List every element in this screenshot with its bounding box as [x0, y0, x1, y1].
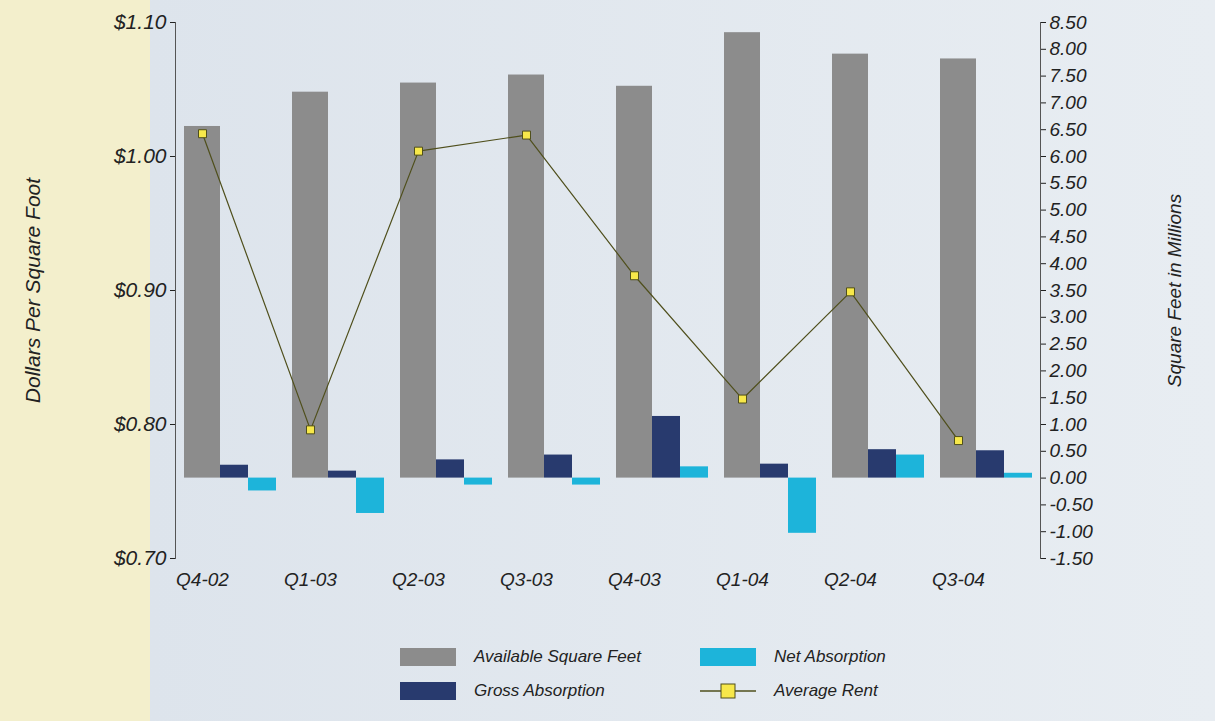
- svg-text:1.50: 1.50: [1050, 387, 1087, 408]
- svg-text:3.50: 3.50: [1050, 280, 1087, 301]
- svg-text:Dollars Per Square Foot: Dollars Per Square Foot: [21, 177, 44, 403]
- svg-text:7.00: 7.00: [1050, 92, 1087, 113]
- svg-text:Q3-03: Q3-03: [500, 569, 553, 590]
- svg-text:1.00: 1.00: [1050, 414, 1087, 435]
- html-text:Available Square Feet: Available Square Feet: [474, 647, 641, 666]
- svg-text:$0.80: $0.80: [113, 412, 167, 435]
- svg-text:5.50: 5.50: [1050, 172, 1087, 193]
- svg-text:2.00: 2.00: [1049, 360, 1087, 381]
- html-text:Average Rent: Average Rent: [774, 681, 878, 700]
- svg-text:$0.90: $0.90: [113, 278, 167, 301]
- svg-text:$1.10: $1.10: [113, 10, 167, 33]
- svg-text:Q2-03: Q2-03: [392, 569, 445, 590]
- svg-text:Q4-02: Q4-02: [176, 569, 229, 590]
- svg-text:Q1-03: Q1-03: [284, 569, 337, 590]
- svg-text:5.00: 5.00: [1050, 199, 1087, 220]
- svg-text:8.00: 8.00: [1050, 38, 1087, 59]
- svg-text:-0.50: -0.50: [1050, 494, 1094, 515]
- svg-text:Q2-04: Q2-04: [824, 569, 877, 590]
- svg-text:4.00: 4.00: [1050, 253, 1087, 274]
- svg-text:-1.50: -1.50: [1050, 548, 1094, 569]
- svg-text:3.00: 3.00: [1050, 306, 1087, 327]
- svg-text:Q1-04: Q1-04: [716, 569, 769, 590]
- svg-text:Square Feet in Millions: Square Feet in Millions: [1164, 193, 1185, 387]
- svg-text:7.50: 7.50: [1050, 65, 1087, 86]
- svg-text:$1.00: $1.00: [113, 144, 167, 167]
- svg-text:2.50: 2.50: [1049, 333, 1087, 354]
- svg-text:6.00: 6.00: [1050, 146, 1087, 167]
- svg-text:4.50: 4.50: [1050, 226, 1087, 247]
- svg-text:Q3-04: Q3-04: [932, 569, 985, 590]
- html-text:Net Absorption: Net Absorption: [774, 647, 886, 666]
- svg-text:8.50: 8.50: [1050, 12, 1087, 33]
- svg-text:$0.70: $0.70: [113, 546, 167, 569]
- svg-text:Q4-03: Q4-03: [608, 569, 661, 590]
- html-text:Gross Absorption: Gross Absorption: [474, 681, 605, 700]
- svg-text:-1.00: -1.00: [1050, 521, 1094, 542]
- svg-text:0.00: 0.00: [1050, 467, 1087, 488]
- svg-text:0.50: 0.50: [1050, 440, 1087, 461]
- svg-text:6.50: 6.50: [1050, 119, 1087, 140]
